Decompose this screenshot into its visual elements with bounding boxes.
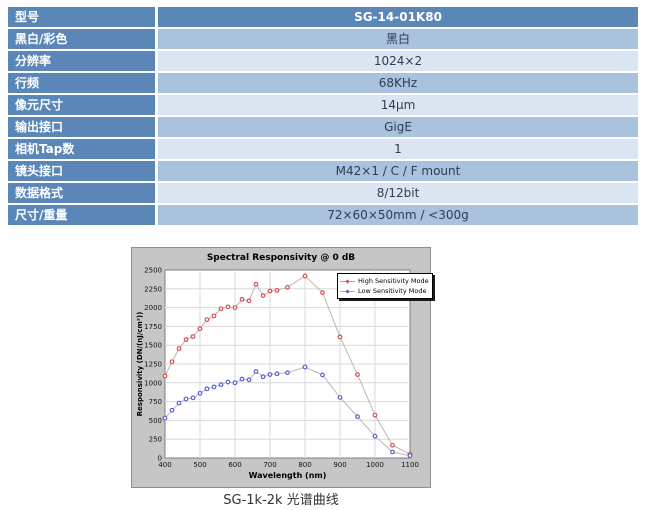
svg-text:500: 500 bbox=[149, 417, 162, 425]
svg-text:1250: 1250 bbox=[144, 361, 162, 369]
spec-row-pixelsize: 像元尺寸 14μm bbox=[8, 95, 638, 115]
spec-row-model: 型号 SG-14-01K80 bbox=[8, 7, 638, 27]
chart-title: Spectral Responsivity @ 0 dB bbox=[206, 253, 356, 263]
spec-row-taps: 相机Tap数 1 bbox=[8, 139, 638, 159]
svg-text:1000: 1000 bbox=[144, 379, 162, 387]
spec-value: 8/12bit bbox=[158, 183, 638, 203]
spec-row-mount: 镜头接口 M42×1 / C / F mount bbox=[8, 161, 638, 181]
spec-label: 黑白/彩色 bbox=[8, 29, 155, 49]
legend-label: Low Sensitivity Mode bbox=[358, 287, 427, 295]
spec-label: 行频 bbox=[8, 73, 155, 93]
spec-label: 相机Tap数 bbox=[8, 139, 155, 159]
spec-label: 型号 bbox=[8, 7, 155, 27]
spec-label: 输出接口 bbox=[8, 117, 155, 137]
svg-text:2000: 2000 bbox=[144, 304, 162, 312]
spectral-chart: Spectral Responsivity @ 0 dB 400 500 600 70… bbox=[131, 247, 433, 488]
high-sensitivity-marker-icon bbox=[340, 278, 355, 284]
spec-value: 14μm bbox=[158, 95, 638, 115]
svg-text:1750: 1750 bbox=[144, 323, 162, 331]
legend-entry-high: High Sensitivity Mode bbox=[340, 276, 429, 286]
spec-value: 72×60×50mm / <300g bbox=[158, 205, 638, 225]
spec-value: SG-14-01K80 bbox=[158, 7, 638, 27]
spec-label: 分辨率 bbox=[8, 51, 155, 71]
svg-text:1000: 1000 bbox=[366, 461, 384, 469]
svg-text:250: 250 bbox=[149, 436, 162, 444]
spec-row-color: 黑白/彩色 黑白 bbox=[8, 29, 638, 49]
spec-row-resolution: 分辨率 1024×2 bbox=[8, 51, 638, 71]
spec-value: 1024×2 bbox=[158, 51, 638, 71]
svg-text:1500: 1500 bbox=[144, 342, 162, 350]
chart-caption: SG-1k-2k 光谱曲线 bbox=[223, 493, 339, 508]
spec-value: M42×1 / C / F mount bbox=[158, 161, 638, 181]
svg-text:750: 750 bbox=[149, 398, 162, 406]
spec-row-dataformat: 数据格式 8/12bit bbox=[8, 183, 638, 203]
svg-text:900: 900 bbox=[333, 461, 346, 469]
spec-row-interface: 输出接口 GigE bbox=[8, 117, 638, 137]
svg-text:2500: 2500 bbox=[144, 267, 162, 275]
svg-text:500: 500 bbox=[193, 461, 206, 469]
svg-text:0: 0 bbox=[158, 455, 162, 463]
chart-legend: High Sensitivity Mode Low Sensitivity Mo… bbox=[337, 273, 433, 299]
chart-svg: 400 500 600 700 800 900 1000 1100 0 250 500 750 1000… bbox=[144, 267, 419, 470]
svg-text:700: 700 bbox=[263, 461, 276, 469]
spec-value: 黑白 bbox=[158, 29, 638, 49]
spec-value: GigE bbox=[158, 117, 638, 137]
spec-value: 68KHz bbox=[158, 73, 638, 93]
spec-value: 1 bbox=[158, 139, 638, 159]
spec-label: 像元尺寸 bbox=[8, 95, 155, 115]
x-axis-label: Wavelength (nm) bbox=[248, 471, 327, 480]
y-axis-label: Responsivity (DN/(nJ/cm²)) bbox=[136, 311, 144, 417]
svg-text:800: 800 bbox=[298, 461, 311, 469]
tick-labels: 400 500 600 700 800 900 1000 1100 0 250 500 750 1000… bbox=[144, 267, 419, 470]
svg-text:1100: 1100 bbox=[401, 461, 419, 469]
spec-row-sizeweight: 尺寸/重量 72×60×50mm / <300g bbox=[8, 205, 638, 225]
series-low bbox=[162, 364, 413, 459]
spec-row-linerate: 行频 68KHz bbox=[8, 73, 638, 93]
spec-label: 镜头接口 bbox=[8, 161, 155, 181]
spec-label: 尺寸/重量 bbox=[8, 205, 155, 225]
svg-text:400: 400 bbox=[158, 461, 171, 469]
spec-label: 数据格式 bbox=[8, 183, 155, 203]
svg-text:600: 600 bbox=[228, 461, 241, 469]
series-high bbox=[162, 273, 413, 457]
spec-table: 型号 SG-14-01K80 黑白/彩色 黑白 分辨率 1024×2 行频 68… bbox=[8, 7, 638, 227]
svg-text:2250: 2250 bbox=[144, 285, 162, 293]
low-sensitivity-marker-icon bbox=[340, 288, 355, 294]
legend-entry-low: Low Sensitivity Mode bbox=[340, 286, 429, 296]
legend-label: High Sensitivity Mode bbox=[358, 277, 429, 285]
